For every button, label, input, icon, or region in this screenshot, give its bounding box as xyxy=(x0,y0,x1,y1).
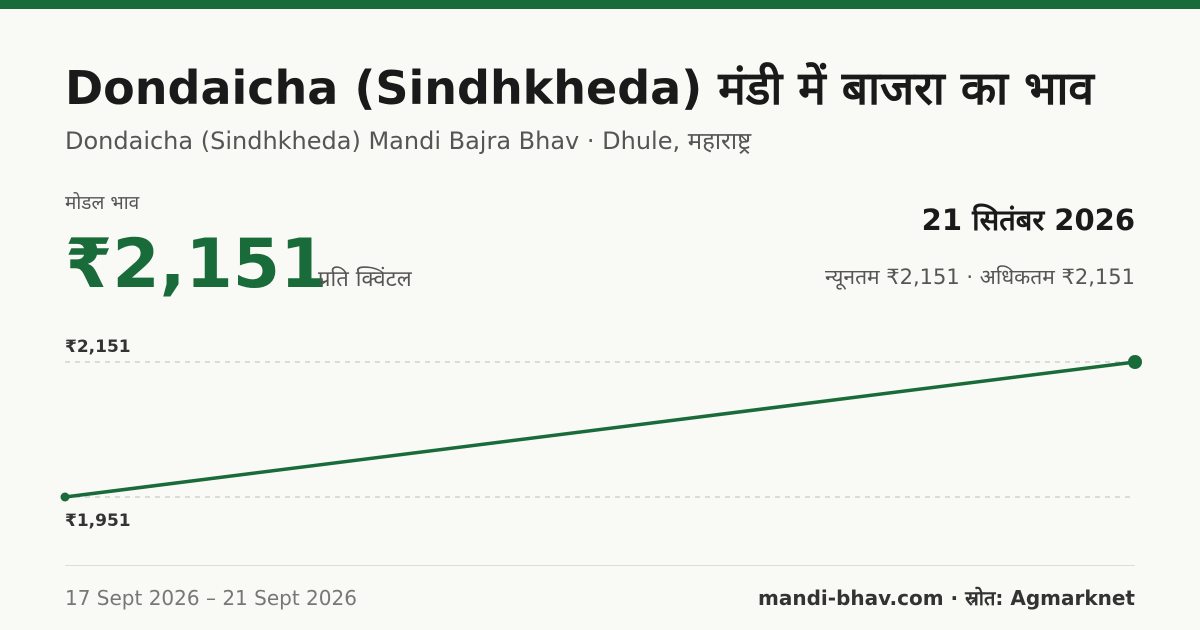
y-tick-label-max: ₹2,151 xyxy=(65,337,131,357)
footer-date-range: 17 Sept 2026 – 21 Sept 2026 xyxy=(65,586,357,610)
y-tick-label-min: ₹1,951 xyxy=(65,511,131,531)
data-point-end xyxy=(1128,355,1142,369)
footer-source: mandi-bhav.com · स्रोत: Agmarknet xyxy=(758,586,1135,610)
footer-divider xyxy=(65,565,1135,566)
min-max-range: न्यूनतम ₹2,151 · अधिकतम ₹2,151 xyxy=(825,265,1135,289)
price-unit: प्रति क्विंटल xyxy=(318,267,412,292)
modal-price-value: ₹2,151 xyxy=(65,225,328,304)
price-line-chart: ₹2,151 ₹1,951 xyxy=(60,337,1142,531)
price-date: 21 सितंबर 2026 xyxy=(921,203,1135,237)
series-line xyxy=(64,360,1136,499)
top-accent-bar xyxy=(0,0,1200,9)
data-point-start xyxy=(60,492,70,502)
page-subtitle: Dondaicha (Sindhkheda) Mandi Bajra Bhav … xyxy=(65,127,752,155)
page-title: Dondaicha (Sindhkheda) मंडी में बाजरा का… xyxy=(65,61,1094,115)
modal-price-label: मोडल भाव xyxy=(65,192,140,214)
